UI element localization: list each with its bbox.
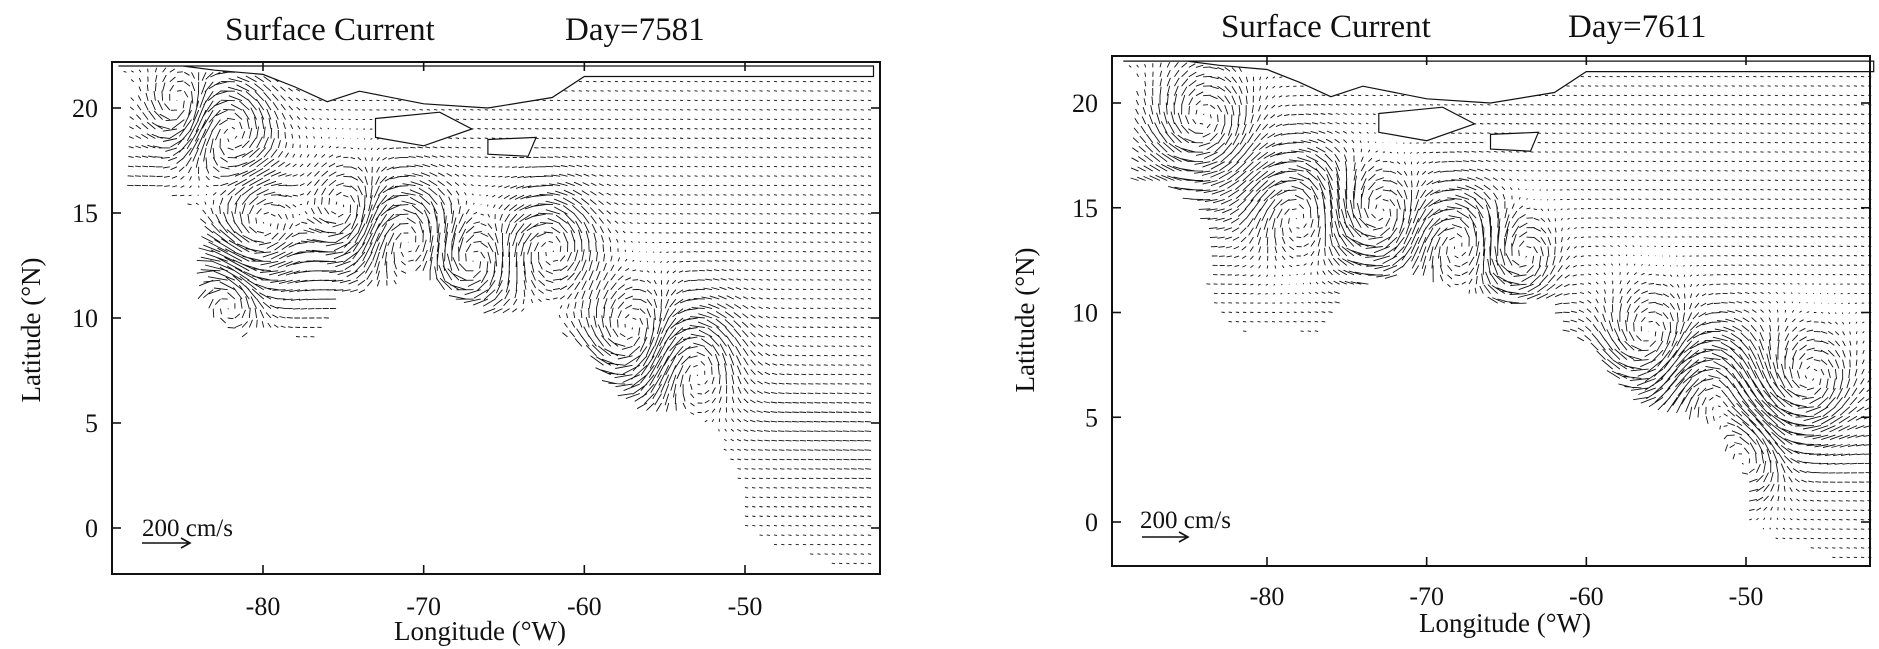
x-tick-label: -60: [567, 592, 602, 621]
chart-subtitle: Day=7611: [1568, 9, 1706, 45]
axis-ticks: -80 -70 -60 -50 0 5 10 15 20: [72, 62, 880, 621]
land-mask: [118, 65, 875, 157]
land-island: [487, 136, 538, 157]
vector-plot-1: Surface Current Day=7581 -80 -70 -60 -50 0 5 1…: [16, 12, 881, 646]
x-tick-label: -80: [1250, 582, 1285, 611]
y-tick-label: 20: [1072, 89, 1098, 118]
land-island: [374, 111, 474, 147]
y-tick-label: 0: [1085, 508, 1098, 537]
y-tick-label: 5: [1085, 403, 1098, 432]
scale-arrow-shaft: [1142, 531, 1190, 543]
x-tick-label: -80: [246, 592, 281, 621]
axis-ticks: -80 -70 -60 -50 0 5 10 15 20: [1072, 56, 1870, 611]
x-tick-label: -70: [406, 592, 441, 621]
y-tick-label: 15: [1072, 194, 1098, 223]
chart-title: Surface Current: [1221, 9, 1431, 45]
vector-plot-2: Surface Current Day=7611 -80 -70 -60 -50 0 5 1…: [1010, 9, 1875, 638]
chart-title: Surface Current: [225, 12, 435, 48]
x-tick-label: -50: [1729, 582, 1764, 611]
current-vectors: [123, 67, 872, 565]
chart-subtitle: Day=7581: [565, 12, 705, 48]
x-tick-label: -50: [728, 592, 763, 621]
y-tick-label: 5: [85, 409, 98, 438]
y-axis-label: Latitude (°N): [16, 258, 46, 403]
x-tick-label: -60: [1569, 582, 1604, 611]
x-axis-label: Longitude (°W): [394, 616, 566, 646]
land-north-coast: [118, 65, 875, 109]
scale-arrow-label: 200 cm/s: [142, 515, 233, 542]
panel-day-7581: Surface Current Day=7581 -80 -70 -60 -50 0 5 1…: [0, 0, 900, 649]
panel-day-7611: Surface Current Day=7611 -80 -70 -60 -50 0 5 1…: [990, 0, 1879, 649]
y-axis-label: Latitude (°N): [1010, 248, 1040, 393]
velocity-arrows: [123, 67, 872, 565]
y-tick-label: 20: [72, 94, 98, 123]
y-tick-label: 10: [1072, 299, 1098, 328]
current-vectors: [1128, 61, 1872, 559]
x-tick-label: -70: [1409, 582, 1444, 611]
land-island: [1489, 131, 1540, 152]
y-tick-label: 10: [72, 304, 98, 333]
velocity-arrows: [1128, 61, 1872, 559]
y-tick-label: 0: [85, 514, 98, 543]
scale-arrow: [142, 537, 192, 549]
land-island: [1378, 106, 1477, 142]
plot-frame: [1111, 55, 1871, 567]
x-axis-label: Longitude (°W): [1419, 608, 1591, 638]
y-tick-label: 15: [72, 199, 98, 228]
land-north-coast: [1123, 60, 1875, 104]
scale-arrow: [1142, 531, 1190, 543]
scale-arrow-shaft: [142, 537, 192, 549]
scale-arrow-label: 200 cm/s: [1140, 507, 1231, 534]
land-mask: [1123, 60, 1875, 152]
